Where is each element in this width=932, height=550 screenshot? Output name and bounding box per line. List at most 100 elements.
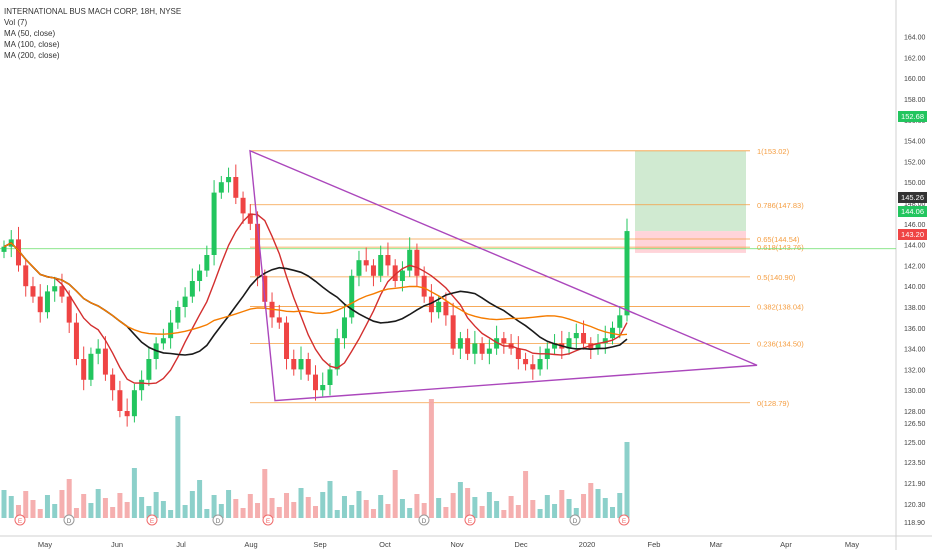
candle-body <box>211 192 217 255</box>
legend-ma100[interactable]: MA (100, close) <box>4 40 60 49</box>
candle-body <box>450 315 456 349</box>
candle-body <box>110 374 116 391</box>
volume-bar <box>211 495 217 518</box>
candle-body <box>378 255 384 276</box>
y-tick-label: 136.00 <box>904 326 926 333</box>
volume-bar <box>479 506 485 518</box>
candle-body <box>168 322 174 339</box>
candle-body <box>363 260 369 266</box>
candle-body <box>182 296 188 307</box>
candle-body <box>73 322 79 359</box>
volume-bar <box>168 510 174 518</box>
y-tick-label: 152.00 <box>904 159 926 166</box>
event-marker <box>262 514 274 526</box>
ma200-line <box>3 242 628 336</box>
candle-body <box>160 338 166 344</box>
y-tick-label: 148.00 <box>904 201 926 208</box>
fib-level-label: 0(128.79) <box>757 399 790 408</box>
event-marker-label: D <box>216 518 221 525</box>
candle-body <box>247 213 253 224</box>
candle-body <box>501 338 507 344</box>
x-tick-label: Apr <box>780 540 792 549</box>
candle-body <box>52 286 58 292</box>
volume-bar <box>421 503 427 518</box>
legend-volume[interactable]: Vol (7) <box>4 18 28 27</box>
volume-bar <box>160 501 166 518</box>
x-tick-label: Oct <box>379 540 392 549</box>
candle-body <box>66 296 72 323</box>
candle-body <box>515 348 521 359</box>
legend-ma200[interactable]: MA (200, close) <box>4 51 60 60</box>
volume-bar <box>472 497 478 518</box>
volume-bar <box>44 495 50 518</box>
candle-body <box>15 239 21 266</box>
ma50-line <box>3 213 628 385</box>
volume-bar <box>457 482 463 518</box>
volume-bar <box>81 494 87 518</box>
volume-bar <box>8 496 14 518</box>
volume-bar <box>407 508 413 518</box>
volume-bar <box>66 479 72 518</box>
candle-body <box>472 343 478 354</box>
candle-body <box>320 385 326 391</box>
candle-body <box>385 255 391 266</box>
volume-bar <box>175 416 181 518</box>
x-tick-label: May <box>38 540 52 549</box>
fib-level-label: 0.618(143.76) <box>757 243 804 252</box>
volume-bar <box>617 493 623 518</box>
symbol-title[interactable]: INTERNATIONAL BUS MACH CORP, 18H, NYSE <box>4 7 182 16</box>
volume-bar <box>436 498 442 518</box>
fib-level-label: 0.236(134.50) <box>757 339 804 348</box>
event-marker <box>418 514 430 526</box>
candle-body <box>102 348 108 375</box>
volume-bar <box>450 493 456 518</box>
x-tick-label: 2020 <box>579 540 596 549</box>
event-marker <box>212 514 224 526</box>
volume-bar <box>588 483 594 518</box>
volume-bar <box>414 494 420 518</box>
candle-body <box>566 338 572 349</box>
fib-level-label: 1(153.02) <box>757 147 790 156</box>
volume-bar <box>624 442 630 518</box>
candle-body <box>595 343 601 349</box>
event-marker-label: E <box>18 518 23 525</box>
volume-bar <box>189 491 195 518</box>
y-tick-label: 154.00 <box>904 139 926 146</box>
x-tick-label: Jul <box>176 540 186 549</box>
candle-body <box>124 411 130 417</box>
x-tick-label: Nov <box>450 540 464 549</box>
y-tick-label: 164.00 <box>904 35 926 42</box>
volume-bar <box>117 493 123 518</box>
volume-bar <box>544 495 550 518</box>
candle-body <box>131 390 137 417</box>
volume-bar <box>399 499 405 518</box>
candle-body <box>327 369 333 385</box>
volume-bar <box>73 508 79 518</box>
y-tick-label: 140.00 <box>904 284 926 291</box>
candle-body <box>81 359 87 380</box>
volume-bar <box>370 509 376 518</box>
volume-bar <box>595 489 601 518</box>
legend-ma50[interactable]: MA (50, close) <box>4 29 56 38</box>
volume-bar <box>284 493 290 518</box>
volume-bar <box>313 506 318 518</box>
volume-bar <box>269 498 275 518</box>
volume-bar <box>327 481 333 518</box>
volume-bar <box>581 494 587 518</box>
volume-bar <box>566 499 572 518</box>
event-marker <box>618 514 630 526</box>
volume-bar <box>378 495 384 518</box>
event-marker-label: E <box>468 518 473 525</box>
volume-bar <box>320 492 326 518</box>
volume-bar <box>139 497 145 518</box>
y-tick-label: 125.00 <box>904 440 926 447</box>
volume-bar <box>52 504 58 518</box>
volume-bar <box>392 470 398 518</box>
candle-body <box>305 359 311 375</box>
candle-body <box>218 182 224 193</box>
volume-bar <box>515 505 521 518</box>
candle-body <box>233 177 239 198</box>
candle-body <box>139 379 145 391</box>
